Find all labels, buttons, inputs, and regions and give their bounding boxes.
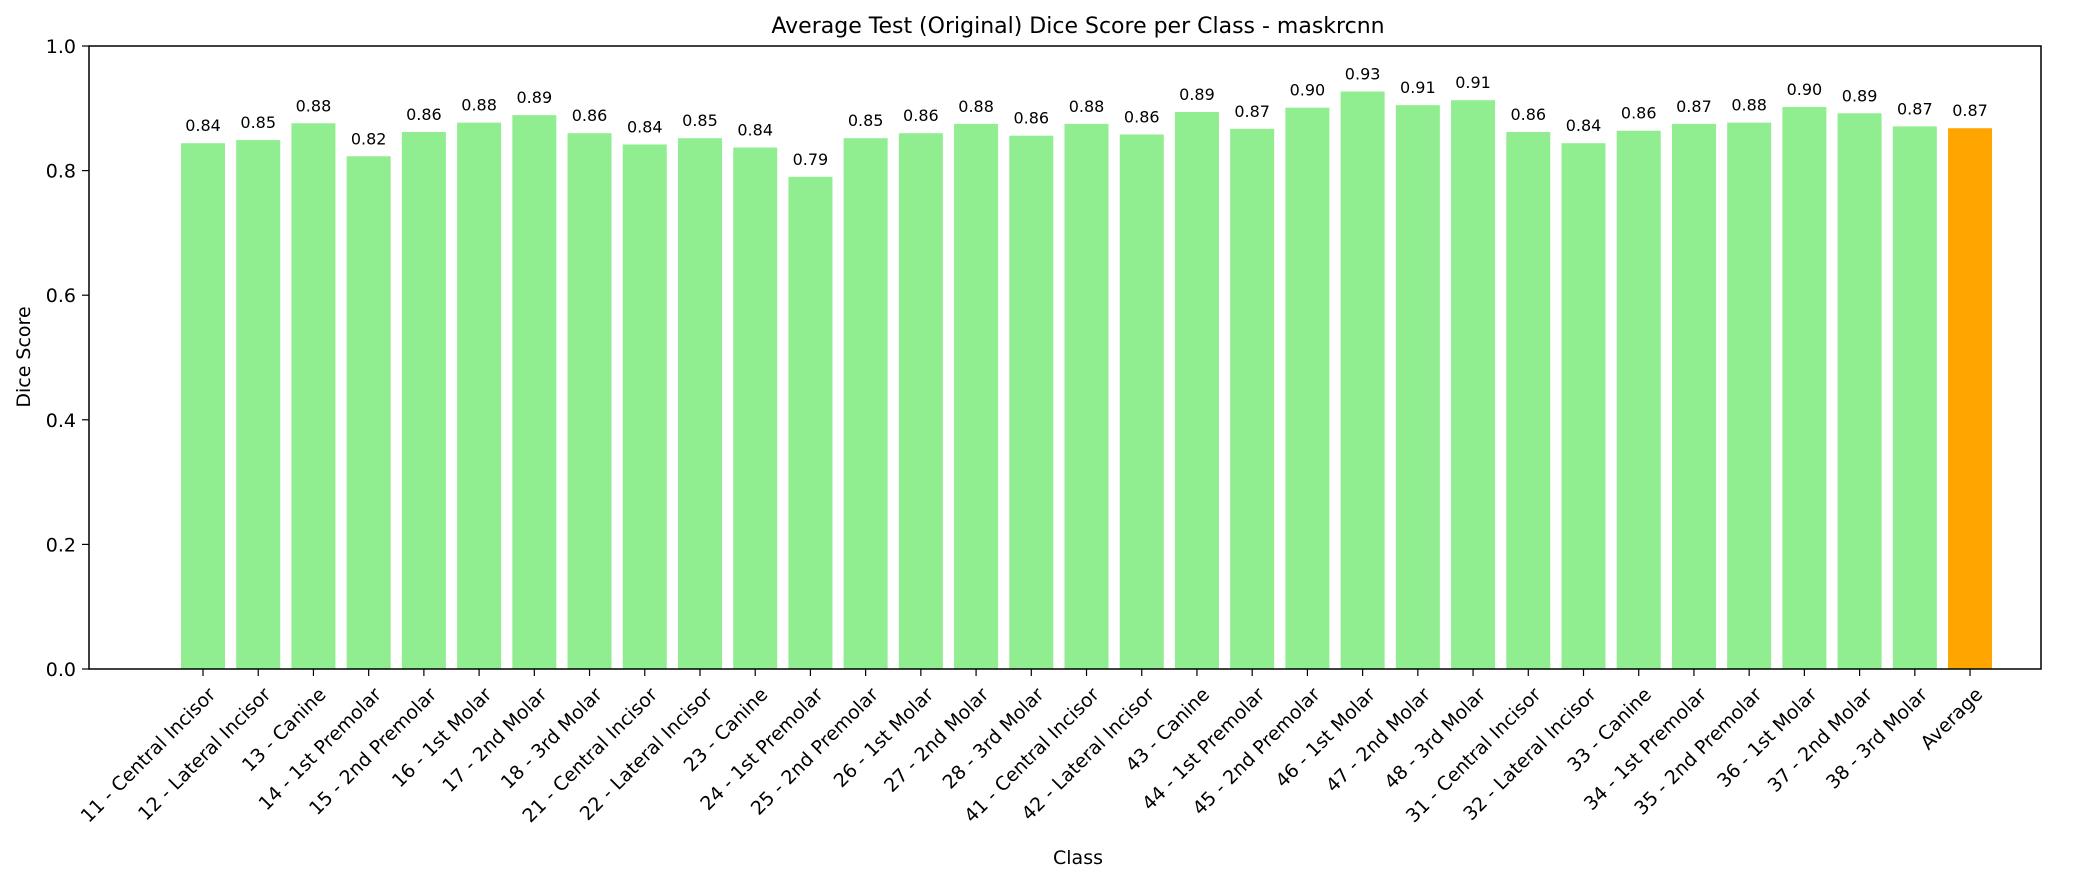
x-tick-label: 16 - 1st Molar [388,683,497,792]
bar [346,156,391,669]
bar-value-label: 0.82 [351,129,387,148]
bar [401,131,446,670]
bar-value-label: 0.85 [682,111,718,130]
bar [1395,105,1440,670]
bar [236,140,281,669]
bar [1506,131,1551,670]
bar [1174,112,1219,670]
bar-value-label: 0.93 [1345,64,1381,83]
bar-value-label: 0.91 [1400,78,1436,97]
bar-value-label: 0.88 [1731,96,1767,115]
bar [1837,113,1882,669]
bar-value-label: 0.88 [958,97,994,116]
x-tick-label: Average [1916,684,1987,755]
bar-value-label: 0.86 [406,105,442,124]
bar-value-label: 0.85 [240,113,276,132]
bar-value-label: 0.86 [1621,104,1657,123]
bars-layer [181,91,1993,670]
bar [1671,123,1716,670]
bar [733,147,778,670]
bar-value-label: 0.84 [627,117,663,136]
bar [677,138,722,669]
bar [181,143,225,669]
bar-value-label: 0.89 [1179,85,1215,104]
bar-value-label: 0.79 [793,150,829,169]
bar [898,133,943,670]
bar [1119,134,1164,670]
bar-value-label: 0.86 [903,106,939,125]
bar [622,144,667,669]
bar [788,176,833,669]
y-tick-label: 0.2 [46,534,76,556]
bar-value-label: 0.86 [1013,109,1049,128]
bar [567,133,612,670]
bar [1561,143,1606,669]
y-tick-label: 0.0 [46,659,76,681]
y-tick-label: 0.6 [46,285,76,307]
bar [1616,130,1661,670]
bar-value-label: 0.88 [296,96,332,115]
bar-value-label: 0.90 [1290,81,1326,100]
chart-title: Average Test (Original) Dice Score per C… [771,14,1384,39]
bar [1285,107,1330,670]
bar-value-label: 0.89 [1842,86,1878,105]
bar [1009,135,1054,669]
bar-value-label: 0.87 [1952,101,1988,120]
y-tick-label: 1.0 [46,36,76,58]
x-tick-label: 26 - 1st Molar [830,683,939,792]
plot-frame [88,45,2042,670]
y-tick-label: 0.4 [46,410,76,432]
bar [512,115,557,669]
bar [954,123,999,670]
x-tick-label: 36 - 1st Molar [1713,683,1822,792]
value-labels-layer: 0.84 0.85 0.88 0.82 0.86 0.88 0.89 0.86 0.84 0.85… [185,64,1988,168]
bar-value-label: 0.87 [1676,97,1712,116]
y-axis: 0.0 0.2 0.4 0.6 0.8 1.0 [46,36,89,681]
bar [1782,107,1827,670]
y-tick-label: 0.8 [46,161,76,183]
bar-value-label: 0.89 [517,88,553,107]
bar-value-label: 0.84 [1566,116,1602,135]
bar-value-label: 0.86 [572,106,608,125]
y-axis-label: Dice Score [13,306,35,407]
x-tick-label: 46 - 1st Molar [1271,683,1380,792]
bar [1230,128,1275,670]
bar-value-label: 0.85 [848,111,884,130]
bar-value-label: 0.86 [1124,107,1160,126]
bar-value-label: 0.88 [461,96,497,115]
bar-value-label: 0.88 [1069,97,1105,116]
bar [1340,91,1385,670]
bar-value-label: 0.87 [1234,102,1270,121]
x-axis-label: Class [1053,847,1103,869]
bar [1892,126,1937,670]
bar [1451,100,1496,669]
bar-value-label: 0.91 [1455,73,1491,92]
bar-value-label: 0.87 [1897,99,1933,118]
bar-value-label: 0.84 [185,116,221,135]
bar-value-label: 0.90 [1787,80,1823,99]
bar-value-label: 0.86 [1510,105,1546,124]
bar-average [1948,128,1993,670]
bar [843,138,888,669]
bar [1727,122,1772,669]
bar [457,122,502,669]
bar [291,123,336,669]
bar-value-label: 0.84 [737,121,773,140]
bar [1064,123,1109,670]
